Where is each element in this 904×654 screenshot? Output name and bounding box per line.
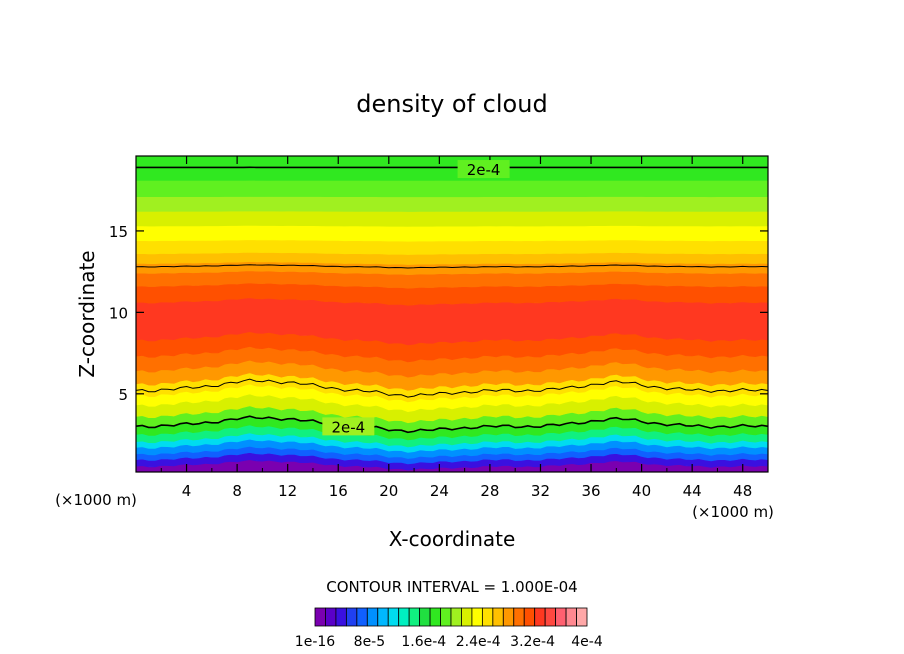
colorbar-swatch [471, 607, 483, 627]
contour-band-19 [135, 239, 769, 255]
contour-label-bg [322, 417, 375, 436]
colorbar-swatch [502, 607, 515, 627]
x-tick-label: 4 [182, 482, 192, 500]
contour-label: 2e-4 [331, 418, 365, 436]
colorbar-swatch [576, 607, 588, 627]
colorbar-swatch [450, 607, 462, 627]
colorbar-swatch [565, 607, 577, 627]
contour-label-bg [457, 160, 510, 179]
contour-band-24 [135, 155, 769, 181]
colorbar-tick-label: 1.6e-4 [401, 634, 446, 650]
x-tick-label: 40 [632, 482, 651, 500]
plot-frame [135, 155, 769, 473]
colorbar-swatch [440, 607, 452, 627]
x-tick-label: 44 [683, 482, 702, 500]
y-tick-label: 5 [118, 386, 128, 404]
y-tick-label: 10 [109, 304, 128, 322]
plot-area [135, 155, 769, 473]
colorbar-swatch [335, 607, 347, 627]
colorbar-swatch [408, 607, 421, 627]
contour-labels: 2e-4 2e-4 [322, 160, 510, 436]
x-tick-label: 24 [430, 482, 449, 500]
x-unit-left: (×1000 m) [55, 491, 137, 509]
colorbar-swatch [492, 607, 504, 627]
colorbar-swatch [555, 607, 567, 627]
x-tick-label: 16 [329, 482, 348, 500]
contour-band-22 [135, 196, 769, 212]
colorbar-tick-label: 8e-5 [354, 634, 385, 650]
x-tick-label: 48 [733, 482, 752, 500]
colorbar-swatch [461, 607, 473, 627]
colorbar-tick-label: 2.4e-4 [456, 634, 501, 650]
x-axis: 4 8 12 16 20 24 28 32 36 40 44 48 [160, 156, 752, 500]
contour-line-3 [135, 415, 769, 434]
colorbar-swatch [419, 607, 431, 627]
colorbar-swatch [377, 607, 389, 627]
colorbar-swatch [544, 607, 557, 627]
colorbar-swatch [387, 607, 400, 627]
colorbar-swatch [398, 607, 410, 627]
x-tick-label: 20 [379, 482, 398, 500]
colorbar-swatch [523, 607, 536, 627]
colorbar-tick-label: 3.2e-4 [510, 634, 555, 650]
colorbar-swatch [356, 607, 368, 627]
colorbar-swatch [314, 607, 326, 627]
y-axis-label: Z-coordinate [75, 250, 99, 377]
x-tick-label: 36 [581, 482, 600, 500]
x-tick-label: 28 [480, 482, 499, 500]
y-axis: 5 10 15 [109, 223, 768, 404]
colorbar-labels: 1e-16 8e-5 1.6e-4 2.4e-4 3.2e-4 4e-4 [295, 634, 603, 650]
contour-band-20 [135, 225, 769, 242]
colorbar-swatch [429, 607, 441, 627]
x-axis-label: X-coordinate [389, 527, 516, 551]
chart-title: density of cloud [356, 90, 547, 118]
x-tick-label: 8 [232, 482, 242, 500]
x-unit-right: (×1000 m) [692, 503, 774, 521]
colorbar-swatch [481, 607, 494, 627]
contour-line-2 [135, 378, 769, 398]
colorbar-swatch [366, 607, 379, 627]
contour-line-1 [135, 264, 769, 269]
colorbar-swatch [325, 607, 337, 627]
contour-band-23 [135, 179, 769, 198]
colorbar-tick-label: 4e-4 [571, 634, 603, 650]
colorbar-swatch [513, 607, 525, 627]
x-tick-label: 32 [531, 482, 550, 500]
contour-label: 2e-4 [467, 161, 501, 179]
colorbar-swatch [534, 607, 546, 627]
colorbar-tick-label: 1e-16 [295, 634, 335, 650]
x-tick-label: 12 [278, 482, 297, 500]
contour-band-21 [135, 210, 769, 227]
contour-fill-bands [135, 155, 769, 473]
y-tick-label: 15 [109, 223, 128, 241]
contour-lines [135, 166, 769, 434]
colorbar-swatch [345, 607, 358, 627]
contour-interval-text: CONTOUR INTERVAL = 1.000E-04 [326, 578, 577, 596]
colorbar [314, 607, 588, 627]
